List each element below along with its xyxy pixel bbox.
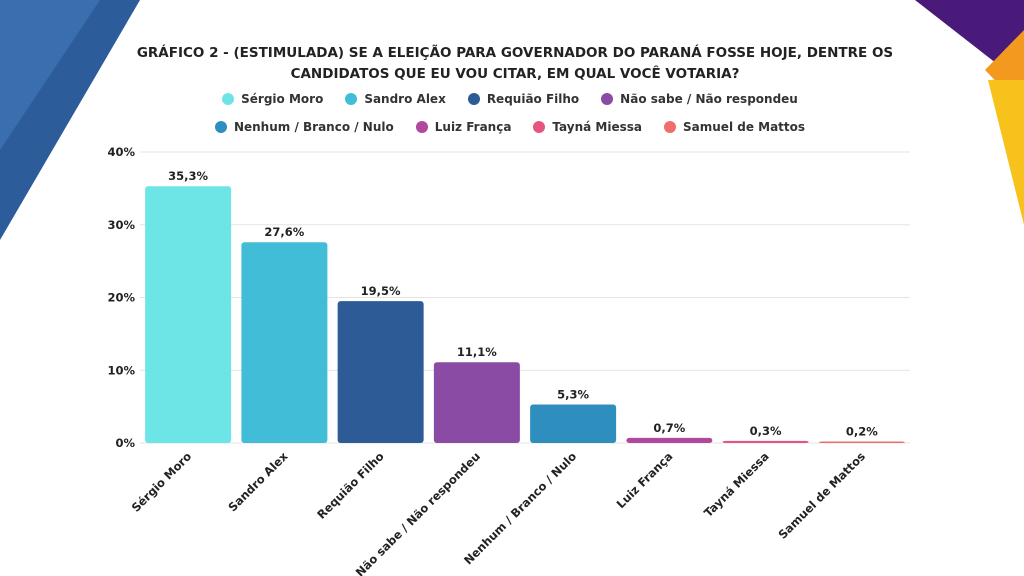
bar [626, 437, 713, 443]
x-tick-label: Sandro Alex [225, 449, 291, 515]
value-label: 0,2% [846, 425, 878, 439]
y-tick-label: 10% [107, 363, 135, 377]
legend-item: Nenhum / Branco / Nulo [214, 118, 394, 136]
x-tick-label: Samuel de Mattos [775, 449, 868, 542]
legend-label: Sandro Alex [364, 92, 446, 106]
legend: Sérgio Moro Sandro Alex Requião Filho Não s… [150, 90, 870, 136]
legend-label: Não sabe / Não respondeu [620, 92, 798, 106]
legend-marker [345, 93, 358, 105]
legend-label: Luiz França [434, 120, 512, 134]
legend-item: Tayná Miessa [533, 118, 642, 136]
bar [530, 404, 617, 443]
legend-marker [601, 93, 614, 105]
y-tick-label: 20% [107, 291, 135, 305]
y-tick-label: 0% [115, 436, 135, 450]
x-tick-label: Luiz França [614, 449, 676, 511]
legend-marker [222, 93, 235, 105]
y-tick-label: 40% [107, 145, 135, 159]
value-label: 0,3% [750, 424, 782, 438]
x-tick-label: Tayná Miessa [701, 449, 772, 520]
value-label: 0,7% [653, 421, 685, 435]
bar [337, 301, 424, 443]
bar [241, 242, 328, 443]
value-label: 11,1% [457, 345, 497, 359]
legend-item: Sérgio Moro [222, 90, 323, 108]
chart-title: GRÁFICO 2 - (ESTIMULADA) SE A ELEIÇÃO PA… [136, 45, 894, 82]
bar [818, 441, 905, 443]
bar [433, 362, 520, 443]
legend-item: Luiz França [415, 118, 512, 136]
decoration [988, 80, 1024, 225]
bar [145, 186, 232, 443]
legend-label: Sérgio Moro [241, 92, 324, 106]
legend-item: Não sabe / Não respondeu [601, 90, 798, 108]
x-tick-label: Nenhum / Branco / Nulo [461, 449, 579, 567]
legend-label: Tayná Miessa [552, 120, 643, 134]
bar [722, 440, 809, 443]
x-tick-label: Sérgio Moro [129, 449, 195, 515]
legend-marker [533, 121, 546, 133]
y-tick-label: 30% [107, 218, 135, 232]
x-tick-label: Requião Filho [314, 449, 387, 522]
legend-item: Requião Filho [467, 90, 580, 108]
legend-marker [415, 121, 428, 133]
value-label: 19,5% [361, 284, 401, 298]
legend-label: Requião Filho [486, 92, 580, 106]
value-label: 35,3% [168, 169, 208, 183]
legend-item: Sandro Alex [345, 90, 446, 108]
value-label: 27,6% [264, 225, 304, 239]
legend-marker [214, 121, 227, 133]
legend-item: Samuel de Mattos [664, 118, 805, 136]
legend-marker [664, 121, 677, 133]
decoration [0, 0, 100, 150]
legend-label: Nenhum / Branco / Nulo [233, 120, 394, 134]
legend-marker [467, 93, 480, 105]
value-label: 5,3% [557, 387, 589, 401]
legend-label: Samuel de Mattos [683, 120, 806, 134]
